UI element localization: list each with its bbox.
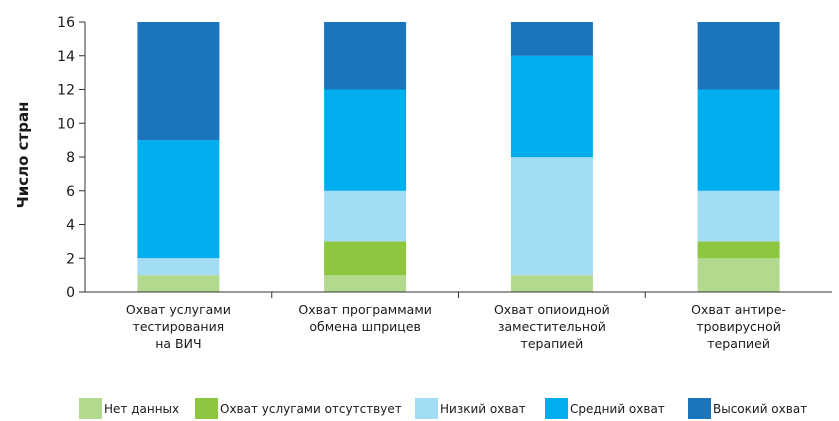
y-axis-label-group: Число стран (14, 102, 32, 209)
legend-item: Высокий охват (688, 398, 807, 419)
legend: Нет данных Охват услугами отсутствует Низк… (0, 398, 839, 420)
stacked-bar-chart: Число стран 0 2 4 6 8 10 12 14 16 Охват услугами… (14, 15, 832, 351)
y-tick-label: 10 (57, 116, 75, 132)
y-tick-label: 12 (57, 83, 75, 99)
bar-segment-1-series-1 (137, 275, 220, 292)
x-category-label: Охват антире-тровирусной терапией (691, 302, 786, 351)
bar-segment-4-series-5 (697, 22, 780, 90)
x-category-label: Охват опиоидной заместительной терапией (494, 302, 610, 351)
legend-label: Высокий охват (713, 401, 808, 416)
bar-segment-1-series-4 (137, 140, 220, 259)
legend-item: Нет данных (79, 398, 179, 419)
bar-segment-4-series-1 (697, 258, 780, 293)
bars-layer (137, 22, 780, 293)
bar-segment-3-series-1 (510, 275, 593, 292)
y-tick-label: 0 (66, 285, 75, 301)
bar-segment-3-series-3 (510, 157, 593, 276)
legend-item: Низкий охват (415, 398, 526, 419)
bar-segment-2-series-5 (324, 22, 407, 90)
category-labels-layer: Охват услугами тестирования на ВИЧ Охват пр… (126, 302, 786, 351)
bar-segment-4-series-2 (697, 241, 780, 259)
y-tick-label: 16 (57, 15, 75, 31)
legend-label: Низкий охват (440, 401, 526, 416)
legend-swatch (79, 398, 102, 419)
bar-segment-2-series-2 (324, 241, 407, 276)
legend-label: Охват услугами отсутствует (220, 401, 402, 416)
bar-segment-2-series-4 (324, 89, 407, 191)
y-tick-label: 6 (66, 184, 75, 200)
x-category-label: Охват программами обмена шприцев (298, 302, 432, 334)
legend-swatch (415, 398, 438, 419)
y-tick-label: 8 (66, 150, 75, 166)
legend-item: Охват услугами отсутствует (195, 398, 402, 419)
bar-segment-3-series-5 (510, 22, 593, 56)
y-tick-label: 2 (66, 251, 75, 267)
legend-swatch (545, 398, 568, 419)
y-axis-label: Число стран (14, 102, 32, 209)
legend-item: Средний охват (545, 398, 665, 419)
bar-segment-1-series-5 (137, 22, 220, 141)
legend-swatch (195, 398, 218, 419)
y-ticks-layer: 0 2 4 6 8 10 12 14 16 (57, 15, 85, 301)
y-tick-label: 14 (57, 49, 75, 65)
bar-segment-2-series-3 (324, 190, 407, 242)
bar-segment-1-series-3 (137, 258, 220, 276)
legend-label: Средний охват (570, 401, 665, 416)
x-category-label: Охват услугами тестирования на ВИЧ (126, 302, 231, 351)
bar-segment-3-series-4 (510, 55, 593, 158)
bar-segment-2-series-1 (324, 275, 407, 292)
bar-segment-4-series-3 (697, 190, 780, 242)
legend-swatch (688, 398, 711, 419)
y-tick-label: 4 (66, 218, 75, 234)
bar-segment-4-series-4 (697, 89, 780, 191)
legend-label: Нет данных (104, 401, 180, 416)
